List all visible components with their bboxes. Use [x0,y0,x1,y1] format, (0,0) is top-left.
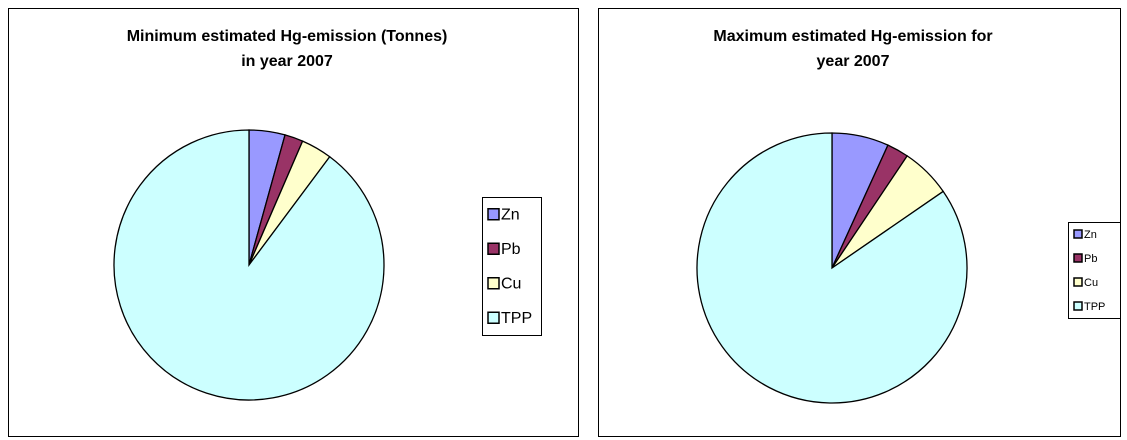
legend-label: Zn [1084,229,1097,241]
legend-swatch [487,242,500,255]
legend-label: TPP [1084,301,1105,313]
legend-swatch [487,277,500,290]
legend-label: TPP [501,310,532,327]
chart-title: Minimum estimated Hg-emission (Tonnes) [127,28,448,45]
legend-swatch [1073,301,1083,311]
legend-label: Pb [501,241,521,258]
legend-swatch [487,311,500,324]
legend-label: Cu [1084,277,1098,289]
legend-label: Cu [501,275,521,292]
legend-swatch [1073,277,1083,287]
chart-title: year 2007 [817,53,890,70]
legend-swatch [487,208,500,221]
legend-label: Zn [501,206,520,223]
legend-swatch [1073,253,1083,263]
legend-swatch [1073,229,1083,239]
chart-title: in year 2007 [241,53,333,70]
pie-slice [113,129,385,401]
legend-label: Pb [1084,253,1097,265]
chart-title: Maximum estimated Hg-emission for [713,28,992,45]
pie-slice [696,132,968,404]
